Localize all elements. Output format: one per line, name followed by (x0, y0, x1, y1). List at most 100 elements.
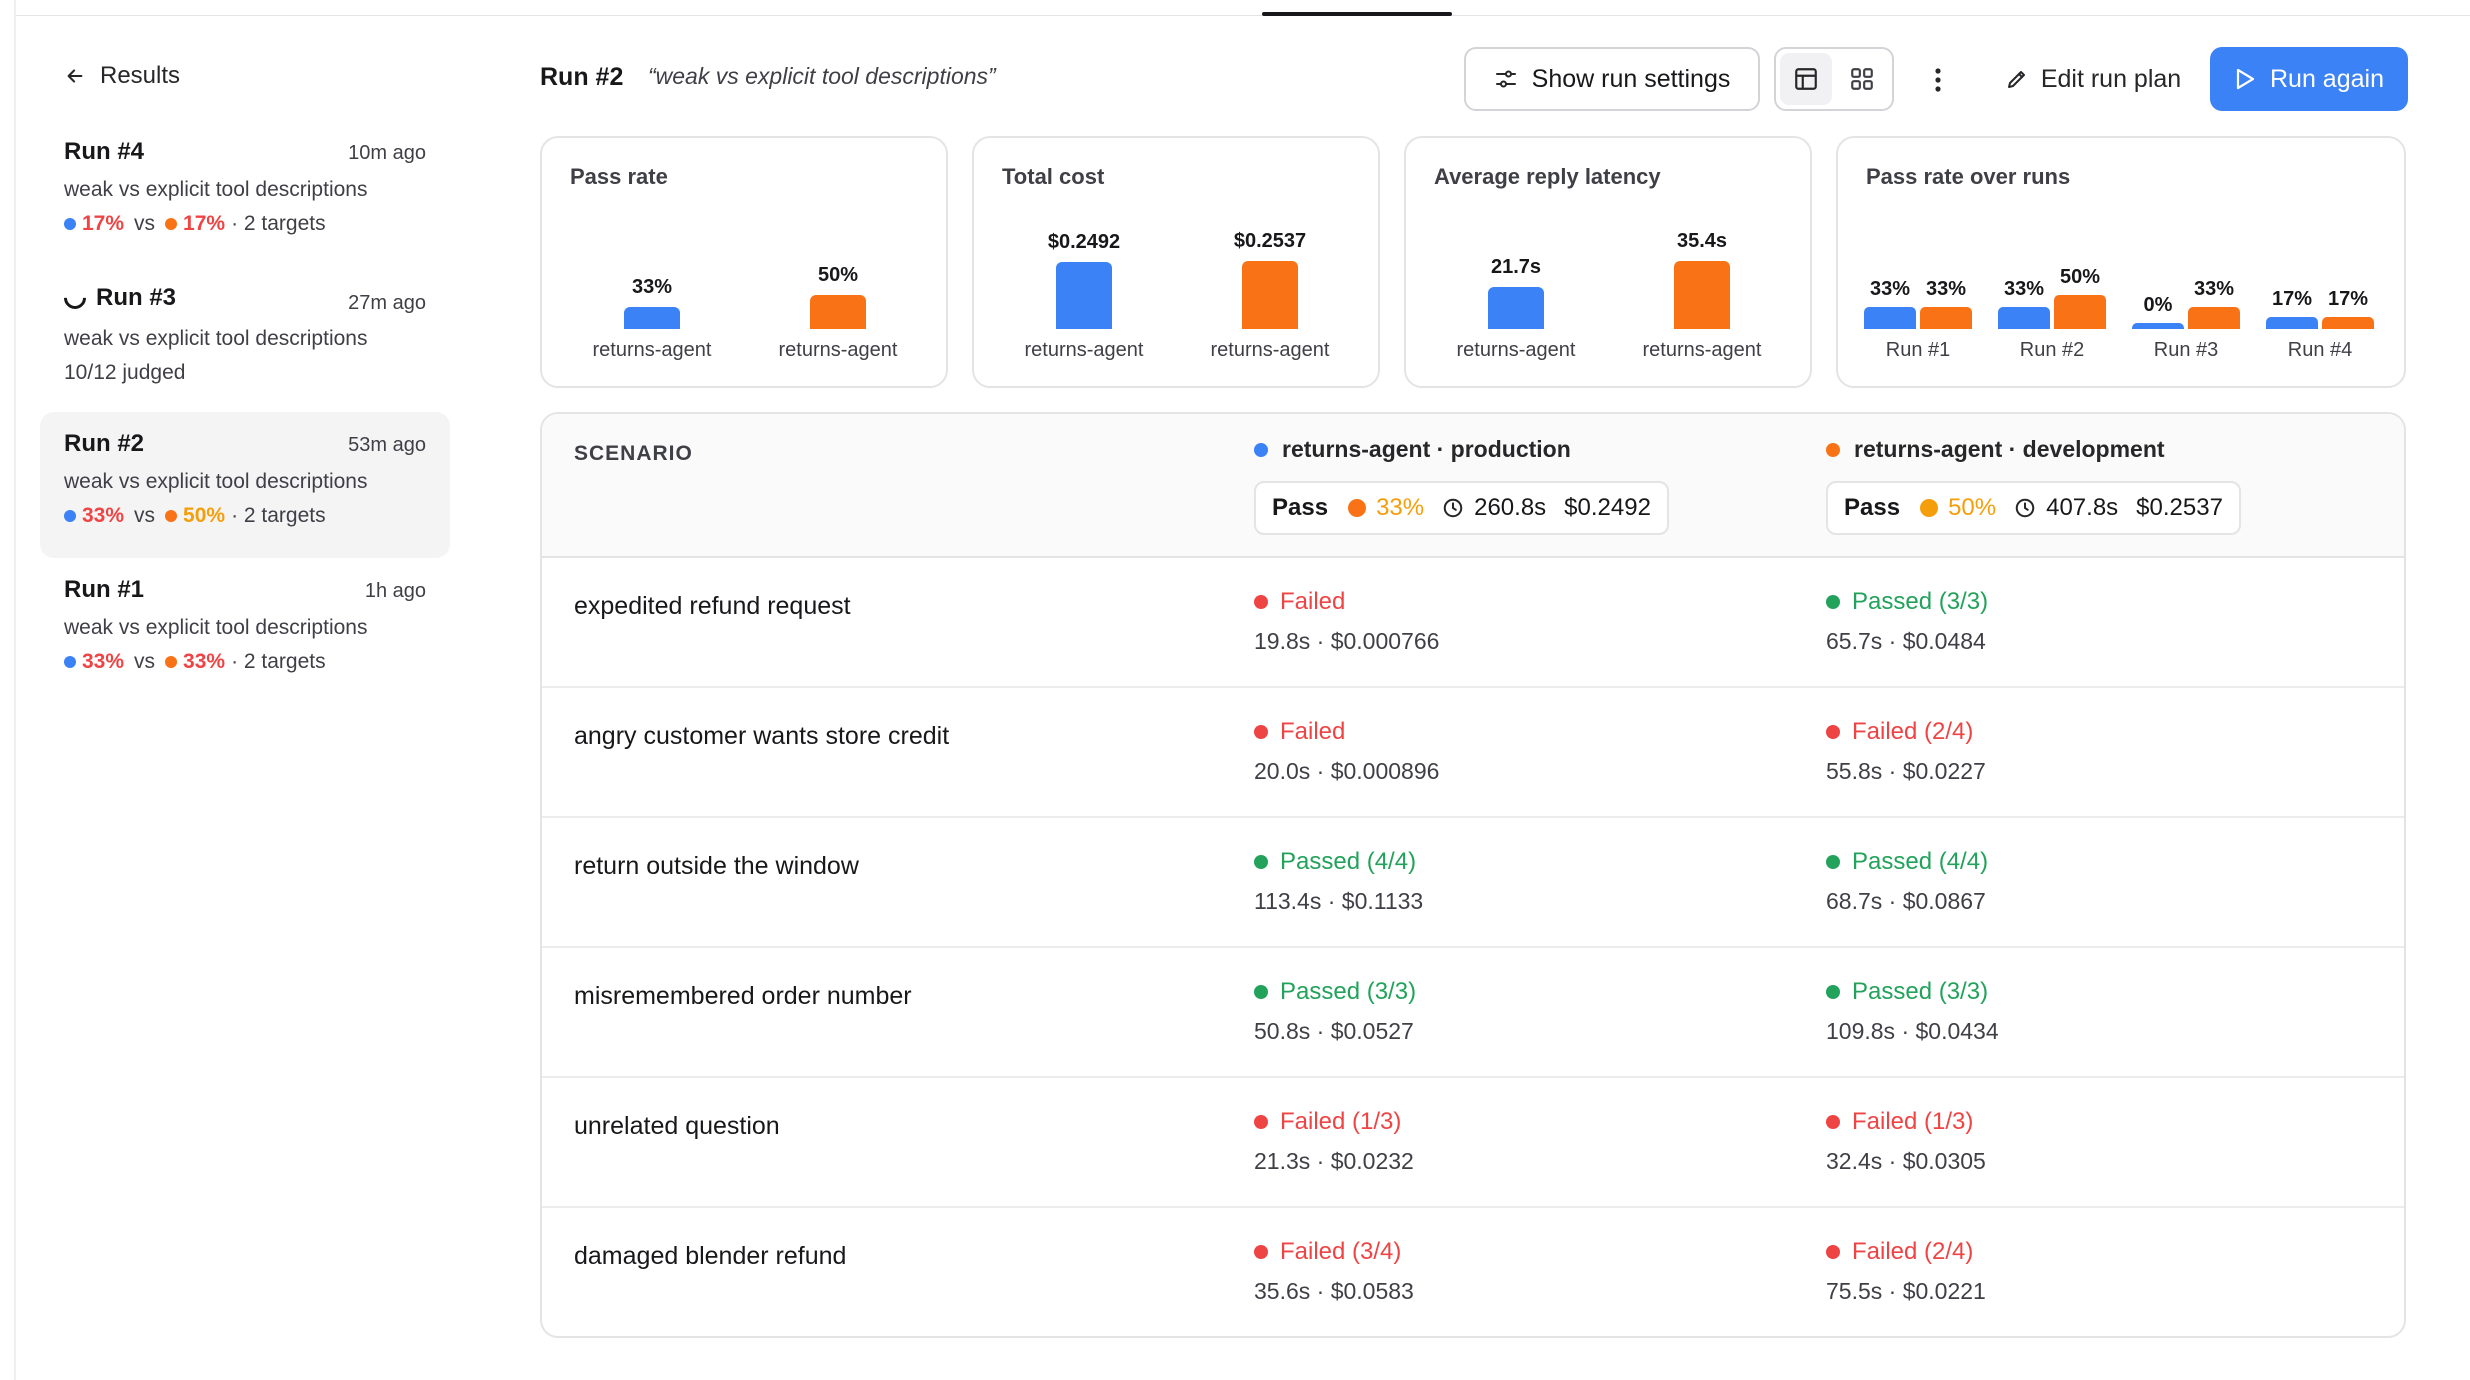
table-row[interactable]: unrelated question Failed (1/3) 21.3s · … (542, 1078, 2404, 1208)
grid-view-button[interactable] (1836, 53, 1888, 105)
edit-run-plan-button[interactable]: Edit run plan (1988, 47, 2198, 111)
pass-rate-over-runs-card: Pass rate over runs 33% 33% Run #1 33% 5… (1836, 136, 2406, 388)
show-run-settings-button[interactable]: Show run settings (1464, 47, 1760, 111)
sidebar: Results Run #4 10m ago weak vs explicit … (40, 50, 450, 704)
result-cell[interactable]: Failed (1/3) 32.4s · $0.0305 (1826, 1108, 1986, 1175)
total-cost-bar-b: $0.2537 returns-agent (1200, 230, 1340, 362)
status-text: Failed (1280, 718, 1346, 745)
card-title: Pass rate (570, 164, 668, 189)
bar-value: 33% (1869, 278, 1911, 300)
table-header: SCENARIO returns-agent · production Pass… (542, 414, 2404, 558)
scenario-name: return outside the window (574, 852, 859, 880)
run-time: 10m ago (348, 142, 426, 164)
status-text: Passed (4/4) (1852, 848, 1989, 875)
run-title: Run #3 (59, 282, 176, 314)
active-tab-indicator (1262, 12, 1452, 16)
latency-card: Average reply latency 21.7s returns-agen… (1404, 136, 1812, 388)
series-a-dot (64, 656, 76, 668)
target-name: returns-agent · development (1854, 436, 2165, 462)
bar (1056, 262, 1112, 329)
table-row[interactable]: expedited refund request Failed 19.8s · … (542, 558, 2404, 688)
run-item-4[interactable]: Run #4 10m ago weak vs explicit tool des… (40, 120, 450, 266)
table-row[interactable]: return outside the window Passed (4/4) 1… (542, 818, 2404, 948)
bar-label: returns-agent (592, 339, 712, 361)
table-row[interactable]: damaged blender refund Failed (3/4) 35.6… (542, 1208, 2404, 1336)
total-cost: $0.2492 (1564, 494, 1651, 521)
run-label: Run #2 (2019, 339, 2085, 361)
pass-pct: 50% (1948, 494, 1997, 521)
bar (810, 295, 866, 329)
bar-value: 33% (631, 276, 673, 298)
status-text: Failed (2/4) (1852, 718, 1974, 745)
status-dot (1826, 725, 1840, 739)
result-cell[interactable]: Failed (3/4) 35.6s · $0.0583 (1254, 1238, 1414, 1305)
status-label: Passed (4/4) (1254, 848, 1423, 876)
result-cell[interactable]: Passed (3/3) 65.7s · $0.0484 (1826, 588, 1988, 655)
targets-count: · 2 targets (231, 212, 326, 235)
bar (2132, 323, 2184, 329)
table-row[interactable]: angry customer wants store credit Failed… (542, 688, 2404, 818)
back-to-results-link[interactable]: Results (40, 50, 450, 102)
result-cell[interactable]: Failed (1/3) 21.3s · $0.0232 (1254, 1108, 1414, 1175)
targets-count: · 2 targets (231, 650, 326, 673)
result-cell[interactable]: Passed (3/3) 109.8s · $0.0434 (1826, 978, 1999, 1045)
card-title: Total cost (1002, 164, 1105, 189)
result-meta: 32.4s · $0.0305 (1826, 1148, 1986, 1174)
result-cell[interactable]: Failed 20.0s · $0.000896 (1254, 718, 1439, 785)
run-label: Run #4 (2287, 339, 2353, 361)
table-view-button[interactable] (1780, 53, 1832, 105)
bar-value: $0.2492 (1047, 231, 1121, 253)
bar-value: 50% (2059, 266, 2101, 288)
run-item-1[interactable]: Run #1 1h ago weak vs explicit tool desc… (40, 558, 450, 704)
result-meta: 35.6s · $0.0583 (1254, 1278, 1414, 1304)
grid-icon (1851, 68, 1873, 90)
pass-label: Pass (1844, 494, 1901, 521)
clock-icon (1443, 498, 1463, 518)
result-meta: 21.3s · $0.0232 (1254, 1148, 1414, 1174)
total-cost: $0.2537 (2136, 494, 2223, 521)
result-cell[interactable]: Passed (4/4) 68.7s · $0.0867 (1826, 848, 1988, 915)
bar-value: 17% (2271, 288, 2313, 310)
pass-summary-chip: Pass 33% 260.8s $0.2492 (1254, 481, 1669, 535)
run-item-3[interactable]: Run #3 27m ago weak vs explicit tool des… (40, 266, 450, 412)
run-again-button[interactable]: Run again (2210, 47, 2408, 111)
vs-label: vs (134, 504, 156, 527)
status-label: Passed (3/3) (1254, 978, 1416, 1006)
series-a-dot (64, 218, 76, 230)
status-label: Failed (2/4) (1826, 718, 1986, 746)
more-options-button[interactable] (1918, 55, 1958, 105)
run-label: Run #1 (1885, 339, 1951, 361)
arrow-left-icon (67, 69, 83, 83)
run-group-3: 0% 33% Run #3 (2132, 278, 2240, 362)
result-cell[interactable]: Passed (3/3) 50.8s · $0.0527 (1254, 978, 1416, 1045)
result-cell[interactable]: Failed (2/4) 75.5s · $0.0221 (1826, 1238, 1986, 1305)
result-cell[interactable]: Failed (2/4) 55.8s · $0.0227 (1826, 718, 1986, 785)
run-time: 1h ago (364, 580, 426, 602)
bar-value: 50% (817, 264, 859, 286)
status-text: Failed (2/4) (1852, 1238, 1974, 1265)
result-cell[interactable]: Failed 19.8s · $0.000766 (1254, 588, 1439, 655)
bar (624, 307, 680, 329)
status-label: Failed (3/4) (1254, 1238, 1414, 1266)
status-label: Failed (1/3) (1826, 1108, 1986, 1136)
targets-count: · 2 targets (231, 504, 326, 527)
status-text: Failed (3/4) (1280, 1238, 1402, 1265)
run-item-2[interactable]: Run #2 53m ago weak vs explicit tool des… (40, 412, 450, 558)
bar-label: returns-agent (1210, 339, 1330, 361)
card-title: Average reply latency (1434, 164, 1661, 189)
result-meta: 50.8s · $0.0527 (1254, 1018, 1414, 1044)
series-a-dot (1254, 442, 1268, 457)
bar (1864, 307, 1916, 329)
target-name: returns-agent · production (1282, 436, 1571, 462)
run-description: weak vs explicit tool descriptions (64, 616, 368, 639)
result-cell[interactable]: Passed (4/4) 113.4s · $0.1133 (1254, 848, 1423, 915)
run-stats: 33% vs 33% · 2 targets (64, 650, 426, 674)
run-header: Run #2 “weak vs explicit tool descriptio… (540, 45, 2470, 115)
status-label: Failed (1254, 588, 1439, 616)
result-meta: 109.8s · $0.0434 (1826, 1018, 1999, 1044)
status-label: Failed (1/3) (1254, 1108, 1414, 1136)
result-meta: 68.7s · $0.0867 (1826, 888, 1986, 914)
status-dot (1826, 595, 1840, 609)
status-dot (1254, 1245, 1268, 1259)
table-row[interactable]: misremembered order number Passed (3/3) … (542, 948, 2404, 1078)
